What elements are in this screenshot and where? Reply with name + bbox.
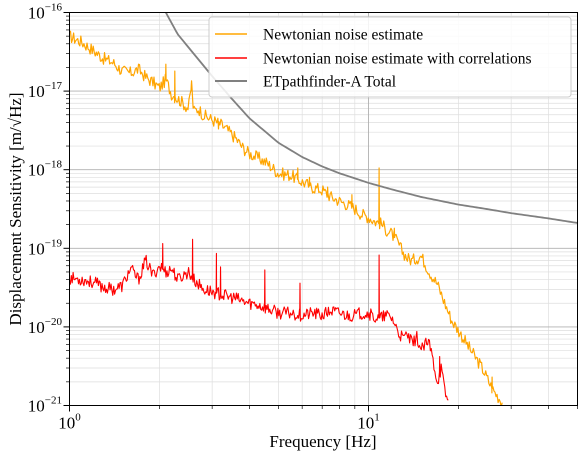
y-tick-label-exp: −17: [45, 80, 63, 92]
series-line-correlations: [69, 238, 449, 401]
axis-ticks: [63, 12, 578, 412]
y-tick-label-base: 10: [28, 161, 45, 180]
x-tick-label: 100: [58, 412, 81, 433]
legend-box: [208, 16, 572, 98]
y-tick-label-exp: −19: [45, 237, 63, 249]
y-tick-label-exp: −21: [45, 395, 62, 407]
legend-label-newtonian: Newtonian noise estimate: [263, 27, 423, 44]
y-tick-label-base: 10: [28, 239, 45, 258]
y-tick-label: 10−19: [28, 237, 63, 258]
series-line-etpathfinder: [165, 12, 578, 224]
y-tick-label-base: 10: [28, 318, 45, 337]
y-tick-label-base: 10: [28, 82, 45, 101]
legend: Newtonian noise estimate Newtonian noise…: [208, 16, 572, 98]
y-tick-label-exp: −18: [45, 159, 63, 171]
x-axis-label: Frequency [Hz]: [269, 432, 376, 451]
x-tick-label-exp: 1: [374, 412, 380, 424]
y-tick-label: 10−17: [28, 80, 63, 101]
legend-label-correlations: Newtonian noise estimate with correlatio…: [263, 51, 532, 68]
y-tick-label-base: 10: [28, 397, 45, 416]
series-layer: [69, 12, 578, 406]
y-tick-label: 10−18: [28, 159, 63, 180]
legend-label-etpathfinder: ETpathfinder-A Total: [263, 74, 396, 91]
x-tick-label: 101: [357, 412, 380, 433]
x-tick-label-base: 10: [58, 414, 75, 433]
y-tick-label: 10−21: [28, 395, 62, 416]
x-tick-label-exp: 0: [75, 412, 81, 424]
y-axis-label: Displacement Sensitivity [m/√Hz]: [6, 92, 25, 325]
series-group: [69, 12, 578, 406]
y-tick-label: 10−16: [28, 2, 63, 23]
y-tick-label-exp: −20: [45, 316, 63, 328]
y-tick-label: 10−20: [28, 316, 63, 337]
plot-frame: [69, 12, 578, 406]
y-tick-label-base: 10: [28, 4, 45, 23]
y-tick-label-exp: −16: [45, 2, 63, 14]
series-line-newtonian: [69, 30, 503, 406]
x-tick-label-base: 10: [357, 414, 374, 433]
